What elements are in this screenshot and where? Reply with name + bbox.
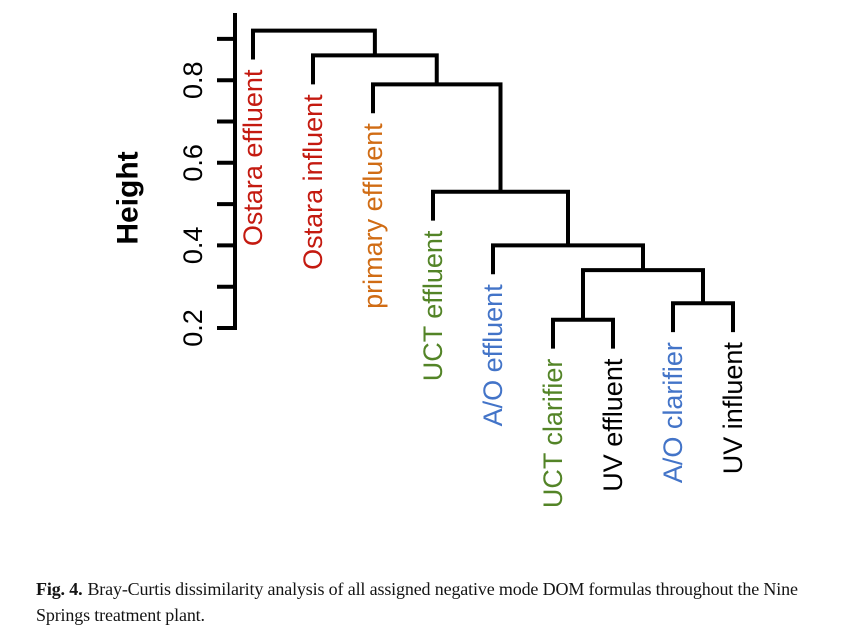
leaf-label-ostara-influent: Ostara influent (298, 94, 328, 270)
y-axis-tick-label: 0.6 (178, 144, 208, 182)
dendrogram-link (311, 53, 439, 85)
y-axis-tick-label: 0.8 (178, 61, 208, 99)
y-axis-title: Height (112, 151, 145, 244)
leaf-label-a-o-clarifier: A/O clarifier (658, 342, 688, 483)
leaf-label-uct-effluent: UCT effluent (418, 230, 448, 381)
leaf-label-uv-effluent: UV effluent (598, 358, 628, 492)
leaf-label-primary-effluent: primary effluent (358, 123, 388, 309)
figure-caption-text: Bray-Curtis dissimilarity analysis of al… (36, 579, 798, 625)
dendrogram-link (431, 189, 570, 246)
leaf-label-uct-clarifier: UCT clarifier (538, 359, 568, 509)
figure-caption-label: Fig. 4. (36, 579, 83, 599)
leaf-label-uv-influent: UV influent (718, 342, 748, 475)
dendrogram-plot: 0.2 0.4 0.6 0.8 Height Ostara effluent Ostara … (112, 13, 748, 509)
figure-caption: Fig. 4. Bray-Curtis dissimilarity analysi… (36, 577, 814, 629)
leaf-label-a-o-effluent: A/O effluent (478, 284, 508, 427)
y-axis-tick-label: 0.2 (178, 309, 208, 347)
leaf-label-ostara-effluent: Ostara effluent (238, 69, 268, 246)
dendrogram-link (581, 268, 705, 320)
y-axis-tick-label: 0.4 (178, 227, 208, 265)
dendrogram-link (371, 82, 503, 192)
dendrogram-link (671, 301, 735, 333)
dendrogram-link (251, 28, 377, 60)
dendrogram-link (551, 317, 615, 349)
